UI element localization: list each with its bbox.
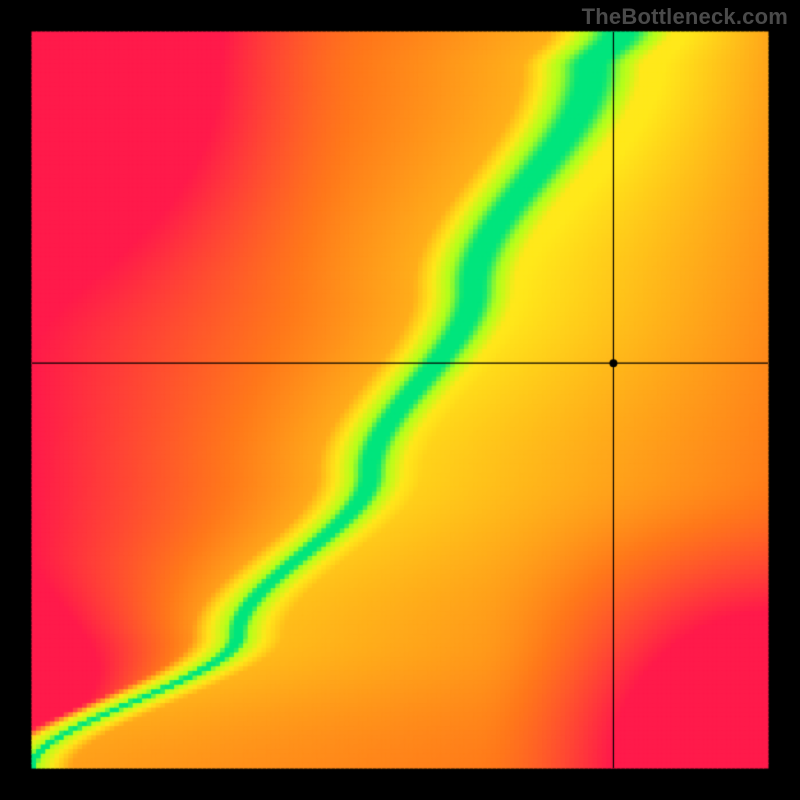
watermark-text: TheBottleneck.com	[582, 4, 788, 30]
crosshair-canvas	[0, 0, 800, 800]
bottleneck-heatmap-root: { "canvas": { "width": 800, "height": 80…	[0, 0, 800, 800]
